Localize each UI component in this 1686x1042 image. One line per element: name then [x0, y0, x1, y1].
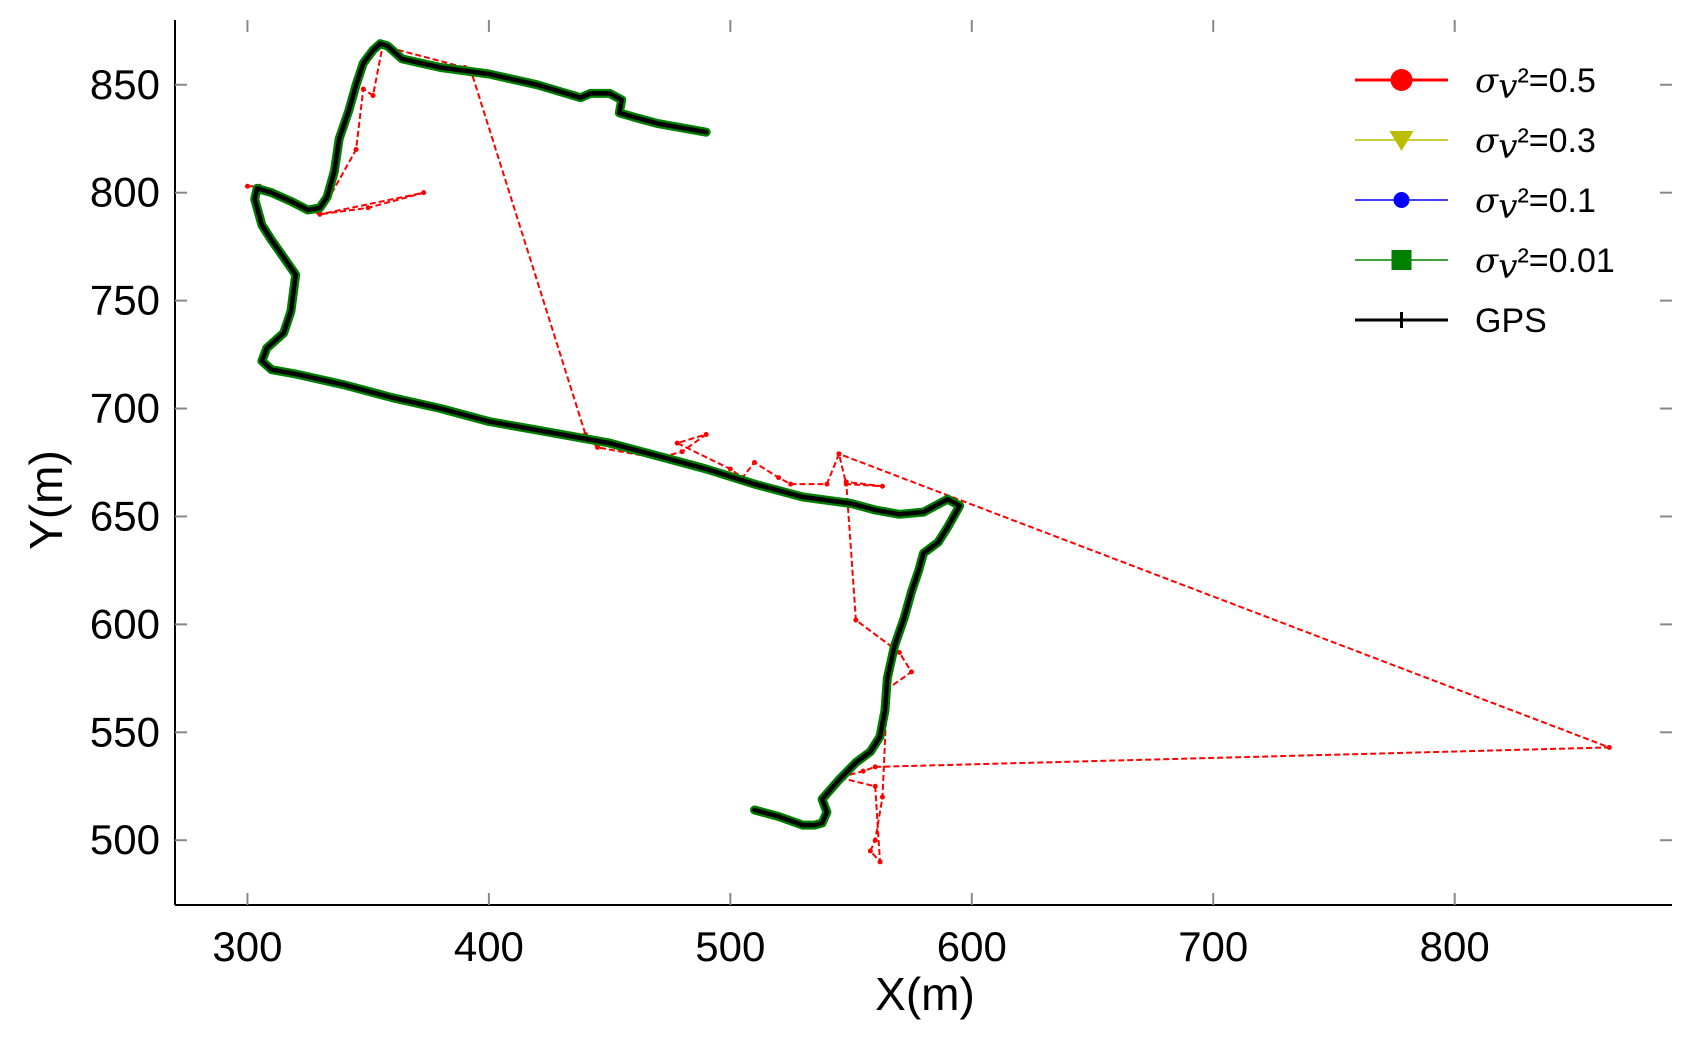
series-point-sigma-0-5 [317, 211, 323, 217]
series-point-sigma-0-5 [595, 444, 601, 450]
legend-marker-3 [1391, 250, 1412, 270]
series-point-sigma-0-5 [908, 669, 914, 675]
y-tick-label: 850 [90, 61, 160, 108]
series-point-sigma-0-5 [896, 649, 902, 655]
x-tick-label: 500 [695, 923, 765, 970]
x-tick-label: 600 [937, 923, 1007, 970]
series-line-gps [252, 41, 962, 828]
series-3 [250, 39, 965, 830]
series-line-sigma-0-01 [250, 39, 965, 830]
y-tick-label: 700 [90, 385, 160, 432]
legend: σv²=0.5 σv²=0.3 σv²=0.1 σv²=0.01 GPS [1355, 61, 1615, 340]
series-point-sigma-0-5 [703, 431, 709, 437]
series-layer [244, 39, 1612, 865]
series-point-sigma-0-5 [877, 859, 883, 865]
legend-label-4: GPS [1475, 302, 1547, 340]
series-point-sigma-0-5 [776, 475, 782, 481]
series-point-sigma-0-5 [872, 837, 878, 843]
legend-label-1: σv²=0.3 [1475, 121, 1596, 167]
series-point-sigma-0-5 [836, 451, 842, 457]
series-point-sigma-0-5 [843, 479, 849, 485]
y-tick-label: 600 [90, 600, 160, 647]
y-tick-label: 550 [90, 708, 160, 755]
series-point-sigma-0-5 [867, 848, 873, 854]
series-point-sigma-0-5 [879, 483, 885, 489]
y-axis-title: Y(m) [20, 450, 72, 550]
series-point-sigma-0-5 [860, 768, 866, 774]
series-4 [252, 41, 962, 828]
series-point-sigma-0-5 [751, 460, 757, 465]
legend-label-3: σv²=0.01 [1475, 241, 1615, 287]
y-tick-label: 650 [90, 492, 160, 539]
series-point-sigma-0-5 [353, 147, 359, 153]
series-point-sigma-0-5 [788, 481, 794, 487]
x-tick-label: 800 [1420, 923, 1490, 970]
series-point-sigma-0-5 [879, 794, 885, 800]
series-0 [244, 43, 1612, 865]
series-point-sigma-0-5 [872, 783, 878, 789]
legend-marker-0 [1390, 69, 1413, 91]
axes: 300 400 500 600 700 800 500 550 600 650 700 750 800 8… [90, 20, 1672, 970]
series-point-sigma-0-5 [421, 190, 427, 196]
y-tick-label: 500 [90, 816, 160, 863]
x-axis-title: X(m) [875, 968, 975, 1020]
series-point-sigma-0-5 [1606, 744, 1612, 750]
series-point-sigma-0-5 [360, 86, 366, 92]
legend-marker-1 [1389, 131, 1414, 151]
series-point-sigma-0-5 [244, 183, 250, 189]
x-tick-label: 700 [1178, 923, 1248, 970]
series-point-sigma-0-5 [365, 205, 371, 211]
legend-label-0: σv²=0.5 [1475, 61, 1596, 107]
legend-marker-2 [1393, 192, 1410, 208]
series-point-sigma-0-5 [370, 93, 376, 99]
series-point-sigma-0-5 [872, 764, 878, 770]
series-point-sigma-0-5 [674, 440, 680, 446]
y-tick-label: 750 [90, 277, 160, 324]
x-tick-label: 300 [212, 923, 282, 970]
series-point-sigma-0-5 [824, 481, 830, 487]
series-point-sigma-0-5 [679, 449, 685, 455]
series-point-sigma-0-5 [853, 617, 859, 623]
series-line-sigma-0-5 [247, 44, 1611, 863]
x-tick-label: 400 [454, 923, 524, 970]
series-point-sigma-0-5 [727, 466, 733, 472]
legend-label-2: σv²=0.1 [1475, 181, 1596, 227]
y-tick-label: 800 [90, 169, 160, 216]
